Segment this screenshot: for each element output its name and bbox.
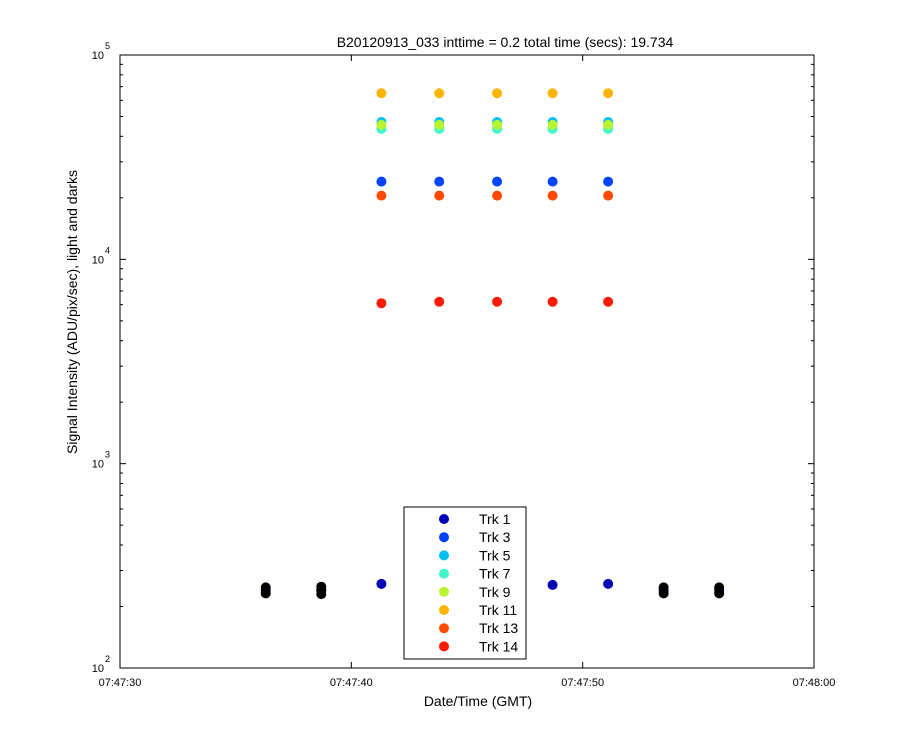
data-point-series-5 — [376, 88, 387, 99]
y-tick-label-base: 10 — [92, 254, 104, 266]
data-point-series-6 — [547, 190, 558, 201]
data-point-series-5 — [603, 88, 614, 99]
data-point-series-1 — [547, 176, 558, 187]
legend-marker — [439, 550, 449, 561]
legend-label: Trk 13 — [479, 620, 518, 636]
y-tick-label-base: 10 — [92, 50, 104, 62]
y-axis-title: Signal Intensity (ADU/pix/sec), light an… — [64, 170, 80, 454]
legend-label: Trk 1 — [479, 511, 511, 527]
data-point-series-4 — [492, 119, 503, 130]
data-point-series-6 — [603, 190, 614, 201]
data-point-series-8 — [260, 582, 271, 593]
legend-marker — [439, 532, 449, 543]
legend-label: Trk 7 — [479, 566, 511, 582]
y-tick-label-base: 10 — [92, 459, 104, 471]
y-tick-label-exp: 3 — [105, 450, 110, 460]
data-point-series-6 — [434, 190, 445, 201]
chart-title: B20120913_033 inttime = 0.2 total time (… — [337, 34, 674, 50]
data-point-series-8 — [714, 582, 725, 593]
legend-label: Trk 14 — [479, 638, 518, 654]
y-tick-label-exp: 4 — [105, 245, 110, 255]
legend-box — [403, 506, 527, 660]
data-point-series-6 — [376, 190, 387, 201]
data-point-series-1 — [603, 176, 614, 187]
data-point-series-5 — [492, 88, 503, 99]
data-point-series-1 — [434, 176, 445, 187]
data-point-series-7 — [376, 298, 387, 309]
legend-label: Trk 3 — [479, 529, 511, 545]
data-point-series-4 — [376, 119, 387, 130]
legend: Trk 1 Trk 3 Trk 5 Trk 7 Trk 9 Trk 11 Trk 13 Trk… — [403, 506, 527, 660]
x-tick-label: 07:47:40 — [330, 677, 373, 689]
data-point-series-7 — [492, 296, 503, 307]
data-point-series-1 — [492, 176, 503, 187]
data-point-series-7 — [603, 296, 614, 307]
legend-marker — [439, 586, 449, 597]
legend-marker — [439, 641, 449, 652]
x-tick-label: 07:48:00 — [793, 677, 836, 689]
y-tick-label-exp: 5 — [105, 41, 110, 51]
data-point-series-4 — [434, 119, 445, 130]
data-point-series-7 — [434, 296, 445, 307]
legend-label: Trk 5 — [479, 547, 511, 563]
x-axis-title: Date/Time (GMT) — [424, 693, 532, 709]
data-point-series-8 — [658, 582, 669, 593]
data-point-series-4 — [603, 119, 614, 130]
data-point-series-5 — [434, 88, 445, 99]
data-point-series-8 — [316, 581, 327, 592]
x-tick-label: 07:47:50 — [561, 677, 604, 689]
data-point-series-0 — [547, 579, 558, 590]
x-tick-label: 07:47:30 — [99, 677, 142, 689]
data-point-series-5 — [547, 88, 558, 99]
legend-marker — [439, 568, 449, 579]
legend-marker — [439, 623, 449, 634]
data-point-series-7 — [547, 296, 558, 307]
data-point-series-6 — [492, 190, 503, 201]
legend-label: Trk 9 — [479, 584, 511, 600]
legend-marker — [439, 605, 449, 615]
y-tick-label-exp: 2 — [105, 654, 110, 664]
data-point-series-4 — [547, 119, 558, 130]
data-point-series-0 — [376, 578, 387, 589]
x-axis: 07:47:30 07:47:40 07:47:50 07:48:00 — [99, 55, 836, 689]
data-points — [260, 88, 725, 600]
y-tick-label-base: 10 — [92, 663, 104, 675]
legend-marker — [439, 514, 449, 524]
legend-label: Trk 11 — [479, 602, 517, 618]
data-point-series-0 — [603, 578, 614, 589]
data-point-series-1 — [376, 176, 387, 187]
